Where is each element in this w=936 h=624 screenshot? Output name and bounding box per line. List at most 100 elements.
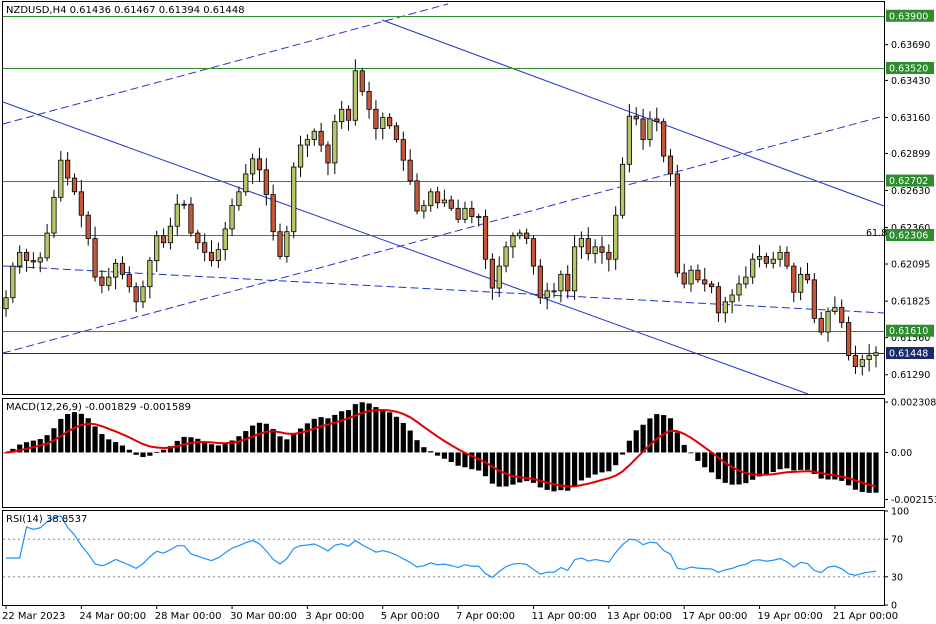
macd-bar-103 (708, 452, 715, 473)
macd-bar-63 (434, 452, 441, 456)
candle-96 (661, 118, 667, 163)
level-tag-4 (886, 324, 934, 337)
candle-48 (332, 114, 338, 175)
macd-bar-61 (421, 447, 427, 453)
price-tick-3: 0.62899 (891, 149, 930, 160)
candle-1 (10, 262, 16, 303)
down-trend-solid-2 (381, 19, 885, 207)
candle-45 (311, 128, 317, 146)
macd-bar-109 (750, 452, 756, 480)
candle-69 (476, 213, 482, 227)
rsi-panel-frame (2, 510, 885, 606)
level-tag-1 (886, 62, 934, 75)
candle-65 (448, 195, 454, 212)
macd-bar-9 (65, 414, 71, 453)
candle-39 (270, 184, 276, 241)
candle-107 (736, 275, 742, 302)
candle-25 (174, 194, 180, 236)
candle-111 (763, 252, 769, 268)
price-tick-7: 0.61825 (891, 297, 930, 308)
candle-52 (359, 67, 365, 96)
date-tick-11: 21 Apr 00:00 (833, 611, 898, 622)
level-tag-text-2: 0.62702 (889, 176, 928, 187)
price-tick-5: 0.62360 (891, 223, 930, 234)
macd-bar-117 (804, 452, 811, 470)
macd-bar-17 (119, 445, 126, 453)
price-tick-9: 0.61290 (891, 370, 930, 381)
level-tag-text-4: 0.61610 (889, 326, 928, 337)
candle-85 (585, 227, 591, 261)
macd-bar-42 (291, 434, 297, 453)
macd-bar-120 (825, 452, 831, 480)
rsi-label: RSI(14) 38.8537 (6, 514, 87, 525)
macd-bar-68 (469, 452, 475, 470)
macd-bar-14 (99, 434, 105, 453)
macd-bar-70 (482, 452, 489, 477)
candle-101 (695, 264, 701, 283)
candle-61 (421, 200, 427, 219)
horizontal-levels (3, 16, 884, 354)
level-tag-text-3: 0.62306 (889, 230, 928, 241)
macd-bar-123 (845, 452, 852, 486)
candle-78 (537, 259, 543, 305)
macd-bar-71 (489, 452, 495, 484)
candle-42 (291, 162, 297, 239)
macd-bar-32 (222, 444, 228, 453)
price-tick-8: 0.61560 (891, 333, 930, 344)
level-tag-text-5: 0.61448 (889, 349, 928, 360)
candle-71 (489, 253, 495, 300)
candle-75 (517, 229, 523, 240)
level-tag-text-1: 0.63520 (889, 64, 928, 75)
candle-90 (619, 157, 626, 219)
macd-bar-97 (667, 418, 674, 453)
candle-16 (113, 258, 119, 290)
macd-bar-19 (133, 452, 139, 455)
candle-120 (825, 307, 831, 342)
candle-2 (17, 245, 23, 274)
macd-bar-23 (160, 449, 167, 453)
candle-123 (845, 316, 852, 361)
macd-bar-20 (140, 452, 146, 458)
macd-bar-55 (380, 409, 386, 453)
macd-bar-102 (702, 452, 708, 468)
symbol-header: NZDUSD,H4 0.61436 0.61467 0.61394 0.6144… (6, 5, 245, 16)
candle-88 (606, 244, 612, 272)
macd-bar-65 (448, 452, 454, 463)
macd-bar-84 (578, 452, 585, 481)
candle-47 (325, 141, 331, 176)
macd-bar-10 (71, 412, 78, 453)
macd-bar-95 (654, 414, 660, 453)
candle-72 (496, 256, 502, 297)
candle-44 (304, 134, 311, 158)
candle-12 (85, 211, 91, 246)
macd-bar-73 (503, 452, 509, 487)
macd-bar-16 (113, 442, 119, 453)
date-tick-7: 11 Apr 00:00 (531, 611, 596, 622)
date-tick-9: 17 Apr 00:00 (682, 611, 747, 622)
macd-bar-60 (414, 440, 420, 453)
candle-77 (530, 235, 537, 275)
candle-124 (852, 345, 859, 374)
macd-bar-78 (537, 452, 543, 488)
macd-bar-89 (613, 452, 619, 466)
candle-119 (818, 311, 824, 336)
date-tick-3: 30 Mar 00:00 (230, 611, 297, 622)
macd-bar-104 (715, 452, 722, 480)
candle-122 (839, 299, 845, 328)
candle-20 (140, 280, 146, 308)
macd-bar-57 (393, 416, 400, 453)
price-tick-2: 0.63160 (891, 113, 930, 124)
macd-bar-107 (736, 452, 742, 485)
rsi-tick-1: 70 (891, 535, 903, 546)
rsi-tick-2: 30 (891, 572, 903, 583)
price-axis: 0.63690 0.63430 0.63160 0.62899 0.62630 0.623… (884, 9, 934, 381)
candle-28 (195, 229, 201, 250)
macd-bar-66 (455, 452, 461, 466)
candle-22 (154, 230, 160, 272)
date-tick-8: 13 Apr 00:00 (607, 611, 672, 622)
date-tick-10: 19 Apr 00:00 (758, 611, 823, 622)
candle-43 (297, 135, 304, 177)
macd-bar-3 (23, 442, 30, 453)
macd-bar-40 (277, 436, 283, 453)
